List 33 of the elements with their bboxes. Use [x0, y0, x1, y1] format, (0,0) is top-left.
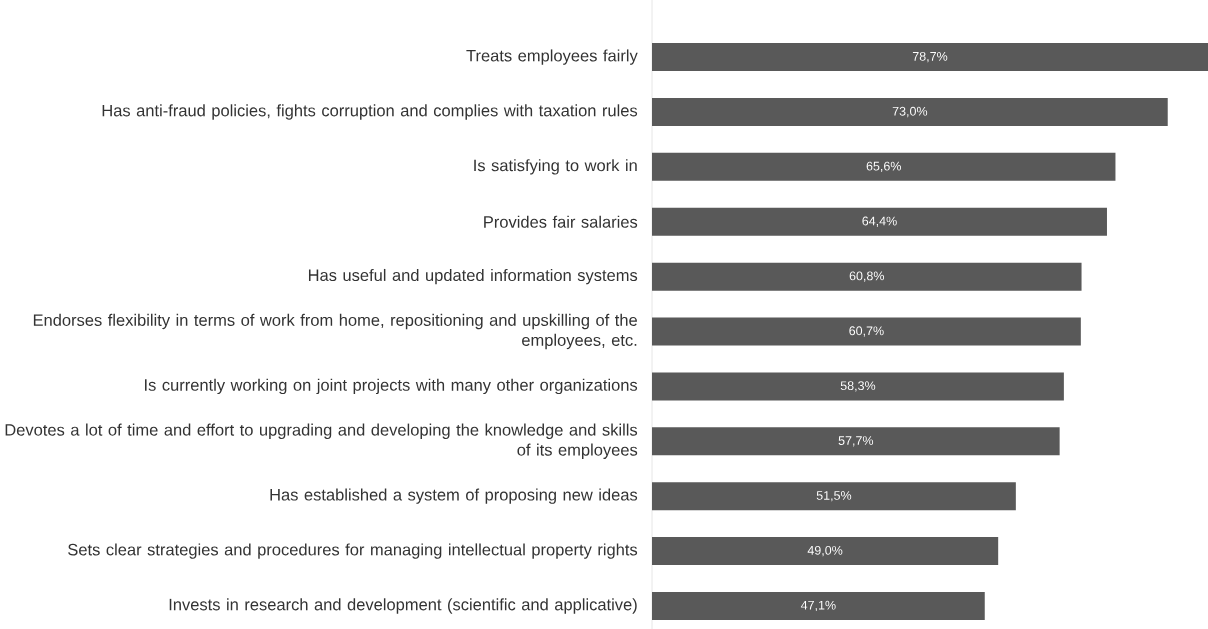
y-tick-label: Is satisfying to work in [474, 159, 637, 175]
bar [652, 262, 1082, 291]
data-label: 51,5% [816, 491, 852, 502]
bar [652, 97, 1168, 126]
data-label: 64,4% [862, 216, 897, 227]
bar [652, 152, 1116, 181]
y-tick-label: Invests in research and development (scientific and applicative) [169, 598, 637, 614]
bar [652, 317, 1081, 346]
data-label: 47,1% [800, 600, 836, 612]
y-tick-label: Has useful and updated information systems [308, 268, 638, 285]
data-label: 60,8% [849, 271, 885, 282]
y-tick-label: Sets clear strategies and procedures for managing intellectual property rights [68, 543, 638, 559]
y-tick-label: Provides fair salaries [484, 215, 638, 228]
data-label: 58,3% [840, 381, 876, 392]
data-label: 57,7% [838, 436, 874, 447]
bar [652, 427, 1060, 456]
y-tick-label: Devotes a lot of time and effort to upgrading and developing the knowledge and skills of its employees [5, 423, 638, 459]
data-label: 49,0% [807, 545, 843, 557]
bar [652, 372, 1064, 401]
y-tick-label: Has established a system of proposing new ideas [270, 488, 638, 504]
data-label: 65,6% [866, 161, 901, 173]
y-tick-label: Endorses flexibility in terms of work from home, repositioning and upskilling of the employees, etc. [33, 313, 637, 350]
data-label: 73,0% [892, 106, 928, 118]
bar [652, 43, 1208, 72]
data-label: 78,7% [912, 51, 948, 63]
bar [652, 537, 999, 566]
y-tick-label: Treats employees fairly [466, 49, 638, 65]
bar [652, 482, 1016, 511]
data-label: 60,7% [849, 326, 884, 337]
bar [652, 207, 1107, 236]
bar [652, 591, 985, 620]
y-tick-label: Has anti-fraud policies, fights corruption and complies with taxation rules [102, 104, 638, 120]
y-tick-label: Is currently working on joint projects with many other organizations [145, 378, 638, 395]
